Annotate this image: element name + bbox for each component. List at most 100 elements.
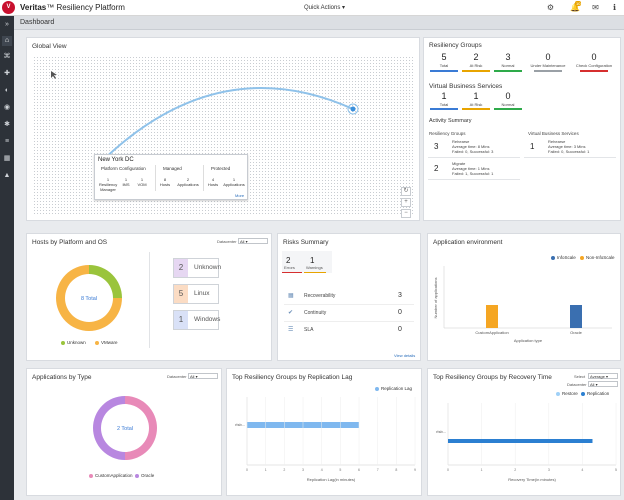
alert-icon[interactable]: ▲	[3, 172, 11, 179]
managed-hosts: 8 Hosts	[159, 177, 171, 187]
apps-datacenter-select[interactable]: All ▾	[188, 373, 218, 379]
recovery-tick: 4	[581, 468, 583, 472]
app-env-panel: Application environment InfoScale Non-In…	[427, 233, 621, 361]
rg-stat-value[interactable]: 0	[545, 52, 551, 62]
recovery-bar[interactable]	[448, 439, 593, 443]
app-env-bar[interactable]	[486, 305, 498, 328]
recovery-select[interactable]: Average ▾	[588, 373, 618, 379]
hosts-datacenter-label: Datacenter	[217, 239, 237, 244]
risk-divider	[284, 321, 414, 322]
apps-legend-custom: CustomApplication	[89, 473, 133, 478]
risk-value: 3	[398, 292, 402, 299]
applications-icon[interactable]: ◉	[3, 104, 11, 111]
recovery-tick: 2	[514, 468, 516, 472]
topology-icon[interactable]: ⌘	[3, 53, 11, 60]
global-view-title: Global View	[32, 43, 67, 50]
shield-icon[interactable]: ◐	[4, 87, 10, 94]
errors-label[interactable]: Errors	[284, 265, 295, 270]
app-env-ylabel: Number of applications	[433, 278, 438, 319]
check-icon: ✔	[288, 310, 294, 316]
quick-actions-menu[interactable]: Quick Actions ▾	[304, 5, 346, 11]
risk-value: 0	[398, 326, 402, 333]
recovery-tick: 5	[615, 468, 617, 472]
gear-icon[interactable]: ⚙	[546, 3, 555, 12]
vbs-stat-value[interactable]: 0	[505, 91, 511, 101]
risk-divider	[284, 304, 414, 305]
app-env-bar[interactable]	[570, 305, 582, 328]
risk-value: 0	[398, 309, 402, 316]
os-tile[interactable]: 1 Windows	[173, 310, 220, 330]
lifebuoy-icon[interactable]: ✚	[4, 70, 10, 77]
zoom-in-button[interactable]: +	[401, 198, 411, 207]
zoom-out-button[interactable]: −	[401, 209, 411, 218]
activity-item[interactable]: 1 Rehearse Average time: 3 Mins Failed: 0, …	[524, 138, 616, 158]
view-details-link[interactable]: View details	[394, 353, 416, 358]
mail-icon[interactable]: ✉	[592, 3, 599, 12]
managed-apps: 2 Applications	[177, 177, 199, 187]
chart-icon: ▦	[288, 293, 294, 299]
activity-item[interactable]: 3 Rehearse Average time: 8 Mins Failed: 0, …	[428, 138, 520, 158]
warnings-label[interactable]: Warnings	[306, 265, 323, 270]
rg-stat-value[interactable]: 0	[591, 52, 597, 62]
rg-stat-value[interactable]: 3	[505, 52, 511, 62]
home-icon[interactable]: ⌂	[2, 36, 12, 46]
rg-stat-bar	[534, 70, 562, 72]
bell-icon[interactable]: 🔔	[570, 3, 580, 12]
app-env-category: CustomApplication	[475, 330, 508, 335]
lag-tick: 7	[377, 468, 379, 472]
os-tile[interactable]: 2 Unknown	[173, 258, 221, 278]
arc-path	[98, 87, 354, 165]
expand-sidebar-icon[interactable]: »	[5, 21, 9, 28]
lag-tick: 6	[358, 468, 360, 472]
mouse-cursor	[51, 71, 57, 79]
resiliency-groups-title: Resiliency Groups	[429, 42, 482, 49]
app-env-legend-noninfoscale: Non-InfoScale	[580, 255, 615, 260]
apps-datacenter-label: Datacenter	[167, 374, 187, 379]
recovery-tick: 3	[548, 468, 550, 472]
activity-item[interactable]: 2 Migrate Average time: 1 Mins Failed: 1, S…	[428, 160, 520, 180]
recovery-datacenter-select[interactable]: All ▾	[588, 381, 618, 387]
recovery-datacenter-label: Datacenter	[567, 382, 587, 387]
more-link[interactable]: More	[235, 193, 245, 198]
donut-slice[interactable]	[89, 265, 122, 298]
settings-icon[interactable]: ✱	[4, 121, 10, 128]
vbs-stat-value[interactable]: 1	[441, 91, 447, 101]
vbs-title: Virtual Business Services	[429, 83, 503, 90]
lag-tick: 9	[414, 468, 416, 472]
os-count: 1	[174, 311, 188, 329]
risk-label[interactable]: Recoverability	[304, 293, 336, 299]
activity-line1: Average time: 8 Mins	[452, 144, 490, 149]
recovery-xlabel: Recovery Time(in minutes)	[508, 477, 556, 482]
activity-rg-title: Resiliency Groups	[429, 131, 466, 136]
app-env-chart: Number of applications Application type …	[433, 266, 612, 343]
database-icon[interactable]: ≡	[4, 138, 10, 145]
zoom-reset-button[interactable]: ↻	[401, 187, 411, 196]
protected-header: Protected	[211, 166, 231, 171]
rg-stat-value[interactable]: 2	[473, 52, 479, 62]
protected-apps: 1 Applications	[223, 177, 245, 187]
pc-rm: 1 Resiliency Manager	[99, 177, 118, 192]
rg-stat-value[interactable]: 5	[441, 52, 447, 62]
activity-name: Rehearse	[452, 139, 470, 144]
notification-count-badge: 10	[575, 1, 582, 6]
os-tile[interactable]: 5 Linux	[173, 284, 219, 304]
donut-slice[interactable]	[93, 396, 125, 460]
lag-tick: 8	[395, 468, 397, 472]
hosts-total-label: 8 Total	[81, 296, 97, 302]
activity-count: 3	[434, 142, 439, 151]
risk-label[interactable]: Continuity	[304, 310, 327, 316]
lag-tick: 1	[265, 468, 267, 472]
calendar-icon[interactable]: ▦	[3, 155, 11, 162]
hosts-datacenter-select[interactable]: All ▾	[238, 238, 268, 244]
managed-header: Managed	[163, 166, 182, 171]
apps-by-type-title: Applications by Type	[32, 374, 92, 381]
info-icon[interactable]: ℹ	[612, 3, 617, 12]
donut-slice[interactable]	[125, 396, 157, 460]
recovery-time-chart: rlsb... Recovery Time(in minutes) 0 1 2 3 4 5	[436, 403, 617, 482]
vbs-stat-value[interactable]: 1	[473, 91, 479, 101]
veritas-logo[interactable]: V	[2, 1, 15, 14]
rg-stat-bar	[494, 70, 522, 72]
lag-bar-label: rlsb...	[235, 422, 245, 427]
site-name: New York DC	[98, 157, 134, 163]
risk-label[interactable]: SLA	[304, 327, 314, 333]
